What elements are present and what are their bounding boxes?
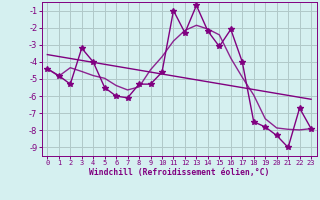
- X-axis label: Windchill (Refroidissement éolien,°C): Windchill (Refroidissement éolien,°C): [89, 168, 269, 177]
